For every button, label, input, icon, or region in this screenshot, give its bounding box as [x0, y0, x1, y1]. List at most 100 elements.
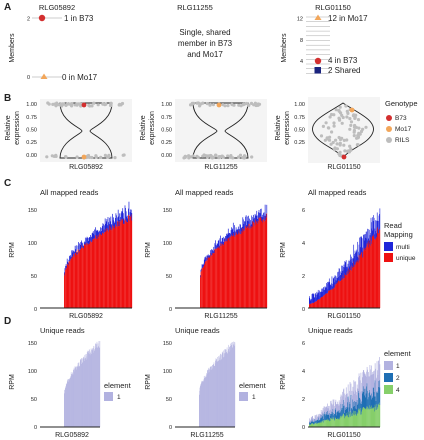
- c-bar-multi: [241, 227, 243, 232]
- d-bar-element-4: [378, 404, 379, 427]
- a-annotation-12-mo17: 12 in Mo17: [328, 14, 368, 23]
- c-bar-unique: [71, 257, 73, 308]
- b-rils-point: [75, 155, 79, 159]
- d-bar-element-2: [351, 407, 353, 415]
- c-bar-unique: [91, 241, 93, 308]
- c-bar-unique: [86, 245, 88, 308]
- d-bar-element-1: [367, 369, 368, 391]
- c-bar-unique: [107, 228, 109, 308]
- c-bar-unique: [313, 302, 315, 308]
- c-bar-unique: [206, 257, 208, 308]
- c-bar-unique: [313, 302, 315, 308]
- c-bar-unique: [317, 299, 319, 308]
- c-bar-multi: [118, 213, 120, 222]
- c-bar-multi: [253, 214, 254, 222]
- b-rils-point: [183, 155, 187, 159]
- c-bar-unique: [364, 250, 366, 308]
- c-bar-multi: [372, 217, 373, 237]
- c-bar-unique: [69, 260, 71, 308]
- c-bar-multi: [333, 278, 335, 288]
- c-bar-unique: [344, 274, 346, 308]
- c-bar-multi: [356, 249, 358, 261]
- c-bar-unique: [337, 280, 339, 308]
- d-bar-element-1: [379, 357, 380, 381]
- d-bar-element-2: [309, 421, 310, 424]
- d-bar-element-4: [378, 403, 380, 427]
- c-bar-unique: [112, 225, 113, 308]
- d-bar-element-4: [327, 419, 329, 427]
- c-bar-unique: [319, 299, 320, 308]
- d-bar-element-4: [371, 408, 373, 427]
- c-bar-multi: [314, 297, 315, 302]
- d-bar-element-2: [330, 413, 331, 418]
- c-bar-unique: [87, 243, 89, 308]
- d-bar-element-2: [372, 387, 374, 409]
- c-bar-multi: [367, 240, 369, 245]
- b-rils-point: [331, 140, 335, 145]
- d-tick-2-100: 100: [163, 369, 172, 375]
- c-bar-multi: [70, 256, 72, 259]
- c-bar-unique: [224, 241, 225, 308]
- c-bar-multi: [220, 235, 221, 244]
- d-bar-element-1: [349, 390, 350, 402]
- c-bar-multi: [98, 231, 100, 235]
- c-bar-multi: [324, 288, 326, 294]
- c-bar-multi: [257, 215, 259, 221]
- d-bar-element-2: [326, 410, 328, 419]
- b-rils-point: [54, 153, 58, 157]
- c-bar-multi: [104, 218, 106, 230]
- d-bar-element-2: [317, 420, 319, 423]
- c-bar-unique: [108, 231, 109, 308]
- c-bar-multi: [207, 255, 208, 261]
- c-bar-unique: [263, 219, 264, 308]
- c-bar-unique: [259, 217, 260, 308]
- d-bar-element-1: [331, 403, 332, 412]
- c-bar-multi: [347, 263, 349, 274]
- d-bar-element-1: [328, 405, 330, 413]
- d-bar-element-2: [353, 406, 354, 415]
- d-bar-element-4: [350, 416, 351, 427]
- d-bar-element-2: [342, 407, 344, 417]
- c-title-1: All mapped reads: [40, 188, 99, 197]
- d-bar-element-1: [357, 388, 359, 404]
- d-legend-1-swatch: [104, 392, 113, 401]
- c-bar-multi: [227, 228, 229, 239]
- c-bar-multi: [124, 205, 126, 219]
- d-bar-element-2: [379, 380, 380, 403]
- d-bar-element-4: [374, 411, 375, 427]
- d-bar-element-2: [320, 414, 322, 422]
- b-rils-point: [357, 126, 361, 130]
- c-tick-2-150: 150: [163, 208, 172, 214]
- d-bar-element-1: [327, 408, 329, 416]
- c-bar-multi: [217, 241, 219, 248]
- d-bar-element-4: [369, 405, 371, 427]
- d-bar-element-2: [337, 410, 339, 419]
- a-mid-text-line1: Single, shared: [179, 28, 230, 37]
- c-bar-unique: [355, 262, 356, 308]
- d-bar-element-1: [375, 368, 376, 397]
- c-bar-multi: [90, 237, 92, 242]
- d-bar-element-1: [332, 399, 334, 409]
- c-bar-multi: [352, 258, 353, 267]
- c-bar-multi: [74, 245, 76, 254]
- b-point-mo17-rlg05892: [81, 154, 87, 160]
- d-bar-element-2: [355, 401, 357, 415]
- c-bar-multi: [370, 217, 372, 237]
- d-bar-element-1: [339, 405, 340, 413]
- c-bar-unique: [359, 255, 360, 308]
- d-bar-element-4: [323, 419, 325, 427]
- d-bar-element-1: [327, 406, 329, 415]
- b-legend: Genotype B73 Mo17 RILS: [385, 99, 418, 144]
- c-bar-unique: [103, 232, 105, 308]
- d-bar-element-4: [364, 408, 366, 427]
- d-bar-element-1: [352, 395, 353, 410]
- c-bar-unique: [64, 275, 65, 308]
- c-bar-unique: [331, 289, 332, 308]
- c-bar-unique: [106, 228, 108, 308]
- d-bar-element-1: [339, 402, 341, 413]
- d-bar-element-1: [374, 363, 376, 381]
- d-bar-element-2: [324, 414, 326, 421]
- c-bar-unique: [325, 294, 327, 308]
- b-rils-point: [328, 135, 332, 139]
- d-bar-element-4: [320, 421, 322, 427]
